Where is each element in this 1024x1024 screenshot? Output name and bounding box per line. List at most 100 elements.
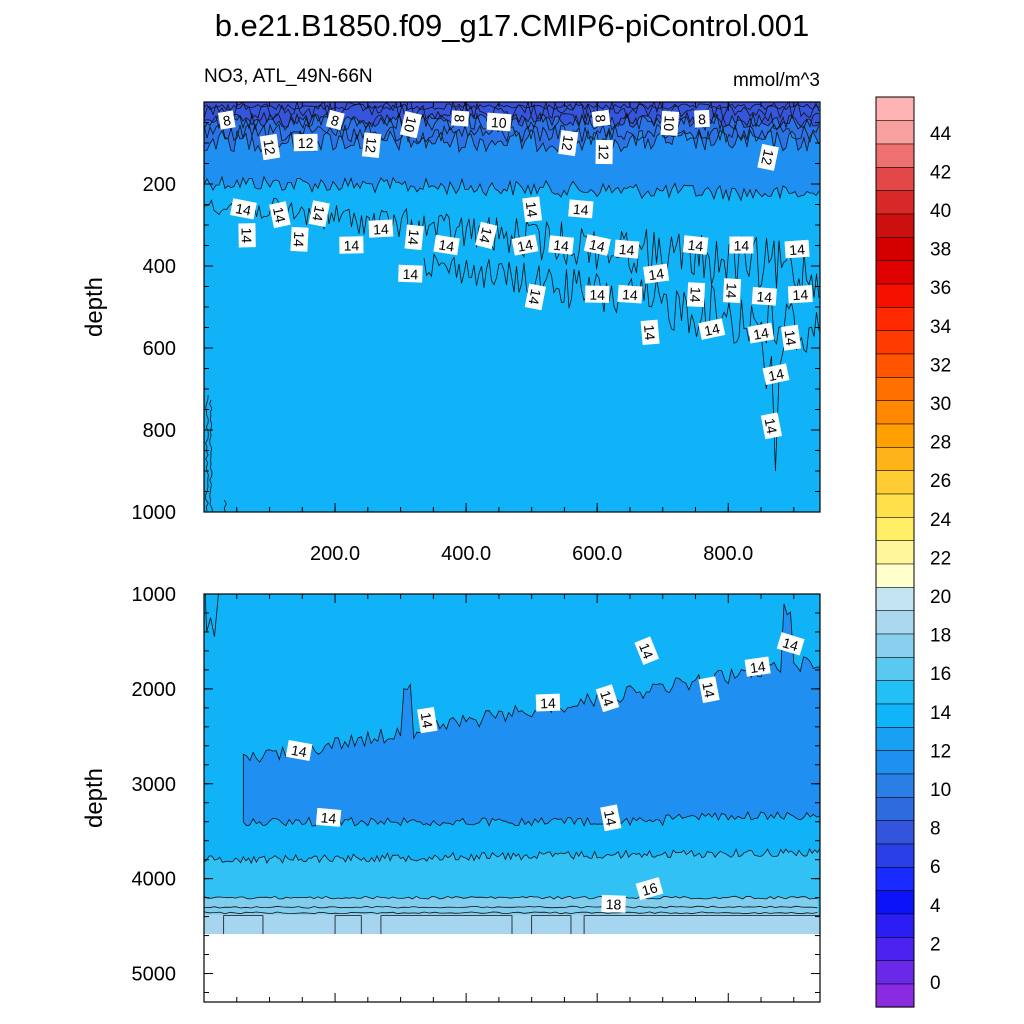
contour-label: 14: [524, 283, 547, 311]
svg-text:14: 14: [618, 241, 635, 258]
colorbar-tick-label: 32: [930, 355, 951, 376]
colorbar-box: [875, 656, 915, 681]
svg-text:14: 14: [526, 288, 545, 307]
svg-text:14: 14: [723, 282, 740, 299]
contour-label: 14: [698, 318, 726, 340]
x-tick-label: 400.0: [441, 543, 491, 565]
colorbar-box: [875, 96, 915, 121]
contour-label: 14: [617, 284, 643, 304]
contour-label: 8: [451, 110, 470, 127]
svg-text:14: 14: [320, 809, 337, 826]
contour-label: 14: [751, 286, 777, 306]
svg-text:8: 8: [698, 111, 707, 127]
contour-line: [209, 399, 213, 512]
contour-line: [204, 594, 219, 637]
svg-text:14: 14: [402, 266, 418, 283]
colorbar-box: [875, 493, 915, 518]
svg-text:14: 14: [238, 227, 254, 243]
contour-label: 14: [522, 196, 543, 223]
fill-12-core: [243, 603, 820, 826]
svg-text:14: 14: [343, 237, 359, 253]
colorbar-tick-label: 8: [930, 819, 941, 840]
svg-text:14: 14: [752, 324, 770, 342]
svg-text:12: 12: [559, 134, 577, 152]
lower-y-axis-label: depth: [81, 768, 108, 828]
svg-text:14: 14: [540, 695, 556, 712]
colorbar-tick-label: 24: [930, 510, 952, 531]
contour-line: [204, 112, 820, 129]
svg-text:14: 14: [781, 329, 799, 347]
svg-text:14: 14: [687, 287, 704, 304]
colorbar-box: [875, 913, 915, 938]
colorbar-tick-label: 6: [930, 857, 941, 878]
y-tick-label: 400: [143, 256, 176, 278]
upper-y-axis-label: depth: [81, 277, 108, 337]
colorbar-box: [875, 843, 915, 868]
contour-line: [204, 175, 820, 202]
colorbar-tick-label: 16: [930, 664, 951, 685]
contour-line: [223, 499, 227, 512]
colorbar-box: [875, 750, 915, 775]
svg-text:14: 14: [270, 206, 289, 225]
contour-label: 14: [776, 632, 805, 656]
colorbar-box: [875, 423, 915, 448]
contour-line-18: [204, 895, 818, 900]
colorbar-box: [875, 376, 915, 401]
contour-label: 14: [583, 234, 611, 256]
colorbar-tick-label: 12: [930, 741, 951, 762]
colorbar-box: [875, 610, 915, 635]
contour-line: [204, 905, 818, 909]
contour-label: 14: [747, 322, 775, 344]
svg-text:14: 14: [589, 287, 605, 303]
svg-text:14: 14: [622, 286, 639, 303]
colorbar-box: [875, 260, 915, 285]
contour-label: 14: [404, 224, 424, 251]
svg-text:14: 14: [699, 681, 718, 700]
colorbar-box: [875, 703, 915, 728]
svg-text:14: 14: [309, 204, 328, 223]
contour-label: 14: [686, 282, 706, 308]
colorbar-box: [875, 353, 915, 378]
svg-text:14: 14: [767, 365, 786, 384]
colorbar-box: [875, 726, 915, 751]
colorbar-box: [875, 120, 915, 145]
svg-text:8: 8: [592, 114, 609, 124]
svg-text:14: 14: [418, 711, 436, 729]
colorbar-tick-label: 4: [930, 896, 941, 917]
svg-text:14: 14: [789, 241, 806, 258]
y-tick-label: 3000: [132, 774, 177, 796]
contour-label: 14: [315, 807, 342, 827]
svg-text:14: 14: [641, 324, 658, 341]
contour-label: 14: [787, 285, 813, 304]
colorbar-box: [875, 633, 915, 658]
svg-text:14: 14: [291, 231, 308, 248]
contour-line: [583, 915, 820, 934]
contour-line: [334, 915, 362, 934]
upper-contour-fills: [204, 102, 820, 512]
svg-text:14: 14: [734, 238, 750, 254]
panel-left-string: NO3, ATL_49N-66N: [204, 66, 373, 87]
svg-text:10: 10: [401, 115, 420, 134]
colorbar-box: [875, 820, 915, 845]
svg-text:12: 12: [362, 137, 380, 154]
panel-units-string: mmol/m^3: [733, 70, 820, 91]
svg-text:14: 14: [572, 201, 589, 218]
contour-label: 14: [585, 285, 610, 303]
contour-label: 14: [308, 200, 330, 227]
svg-text:12: 12: [260, 138, 278, 156]
y-tick-label: 800: [143, 420, 176, 442]
colorbar-box: [875, 540, 915, 565]
x-tick-label: 600.0: [572, 543, 622, 565]
contour-label: 14: [614, 239, 640, 259]
colorbar-box: [875, 890, 915, 915]
svg-text:14: 14: [597, 689, 617, 709]
contour-label: 14: [398, 264, 423, 283]
contour-line-16: [204, 848, 820, 865]
contour-line-14: [204, 197, 820, 298]
contour-label: 14: [600, 804, 622, 832]
contour-label: 14: [417, 706, 438, 734]
svg-text:8: 8: [329, 112, 341, 130]
contour-label: 14: [269, 201, 291, 229]
colorbar-tick-label: 20: [930, 587, 951, 608]
